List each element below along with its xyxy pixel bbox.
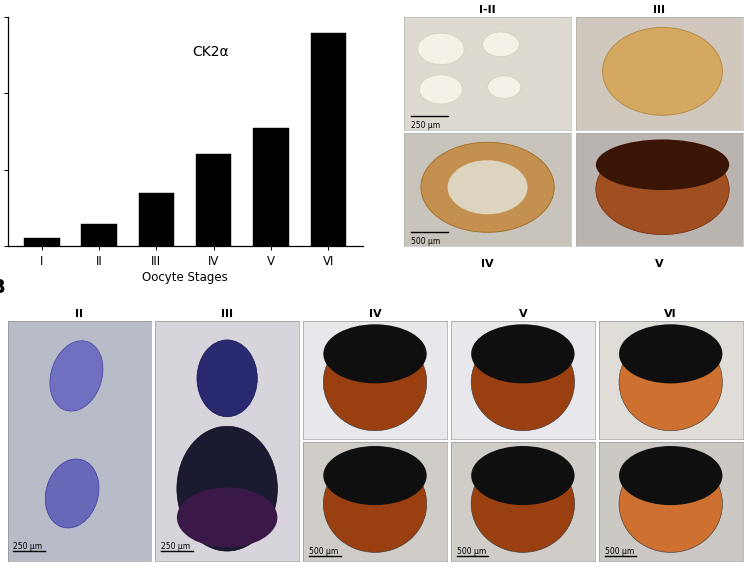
Ellipse shape (602, 28, 722, 115)
Circle shape (596, 144, 729, 235)
Ellipse shape (471, 334, 574, 431)
Ellipse shape (471, 455, 574, 553)
Ellipse shape (323, 324, 427, 383)
Circle shape (448, 160, 527, 214)
Circle shape (482, 32, 519, 57)
Title: III: III (221, 309, 233, 318)
Bar (139, 192, 174, 246)
Ellipse shape (619, 324, 722, 383)
Ellipse shape (471, 446, 574, 505)
Ellipse shape (50, 341, 103, 411)
Text: CK2α: CK2α (192, 45, 229, 59)
Ellipse shape (619, 446, 722, 505)
Circle shape (419, 75, 463, 104)
Text: B: B (0, 278, 5, 297)
Ellipse shape (619, 455, 722, 553)
Text: 500 μm: 500 μm (457, 547, 486, 556)
Title: I-II: I-II (479, 5, 496, 15)
Ellipse shape (177, 427, 278, 551)
Bar (82, 224, 117, 246)
Text: 250 μm: 250 μm (411, 121, 440, 130)
Text: IV: IV (482, 260, 494, 269)
Circle shape (421, 142, 554, 232)
Text: 250 μm: 250 μm (161, 542, 190, 551)
Bar (254, 128, 289, 246)
Title: VI: VI (664, 309, 677, 318)
Ellipse shape (323, 446, 427, 505)
Title: V: V (518, 309, 527, 318)
Ellipse shape (619, 334, 722, 431)
Ellipse shape (197, 340, 257, 417)
Text: 250 μm: 250 μm (13, 542, 42, 551)
Ellipse shape (323, 334, 427, 431)
Circle shape (488, 76, 521, 98)
X-axis label: Oocyte Stages: Oocyte Stages (142, 271, 228, 284)
Circle shape (418, 33, 464, 65)
Text: 500 μm: 500 μm (604, 547, 634, 556)
Title: II: II (75, 309, 83, 318)
Bar (310, 32, 346, 246)
Ellipse shape (177, 487, 278, 547)
Text: V: V (655, 260, 664, 269)
Ellipse shape (471, 324, 574, 383)
Title: III: III (653, 5, 665, 15)
Title: IV: IV (369, 309, 381, 318)
Ellipse shape (323, 455, 427, 553)
Ellipse shape (45, 459, 99, 528)
Text: 500 μm: 500 μm (411, 237, 440, 246)
Ellipse shape (596, 139, 729, 190)
Bar (24, 238, 60, 246)
Bar (196, 154, 232, 246)
Text: 500 μm: 500 μm (309, 547, 338, 556)
